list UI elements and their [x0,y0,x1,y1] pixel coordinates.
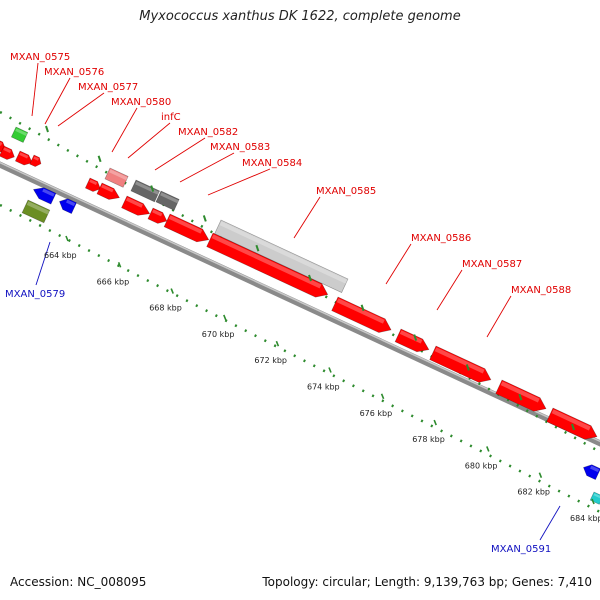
gene-arrow [84,177,101,192]
svg-text:682 kbp: 682 kbp [517,488,550,497]
gene-box-pink [104,167,129,188]
gene-arrow [147,207,168,224]
forward-gene-label: MXAN_0583 [179,142,270,183]
svg-text:684 kbp: 684 kbp [570,514,600,523]
scale-tick: 676 kbp [360,393,393,418]
forward-gene-label: MXAN_0580 [111,97,171,153]
accession: Accession: NC_008095 [10,575,147,589]
svg-text:672 kbp: 672 kbp [254,356,287,365]
forward-gene-label: MXAN_0588 [486,285,571,338]
scale-tick: 666 kbp [97,262,130,286]
gene-arrow [29,154,42,167]
svg-text:670 kbp: 670 kbp [202,330,235,339]
scale-tick: 670 kbp [202,314,235,339]
gene-arrow [96,182,120,200]
forward-gene-label: MXAN_0584 [207,158,302,196]
svg-text:666 kbp: 666 kbp [97,277,130,286]
svg-text:664 kbp: 664 kbp [44,251,77,260]
gene-arrow [429,345,492,383]
scale-tick: 668 kbp [149,288,182,313]
svg-text:MXAN_0582: MXAN_0582 [178,127,238,138]
inner-tick-ring [0,203,600,514]
map-title: Myxococcus xanthus DK 1622, complete gen… [139,9,461,24]
gene-arrow [14,150,33,166]
scale-ticks: 664 kbp 666 kbp 668 kbp 670 kbp 672 kbp 674 k… [44,125,600,523]
svg-text:668 kbp: 668 kbp [149,304,182,313]
svg-text:MXAN_0585: MXAN_0585 [316,186,376,197]
gene-arrow [331,296,392,333]
gene-box-cyan [589,491,600,505]
gene-box-dark [130,179,160,203]
svg-text:infC: infC [161,112,181,123]
gene-arrow-reverse [32,187,57,205]
genome-backbone [0,161,600,447]
svg-text:MXAN_0580: MXAN_0580 [111,97,171,108]
forward-gene-label: MXAN_0582 [154,127,238,171]
svg-text:674 kbp: 674 kbp [307,383,340,392]
svg-text:678 kbp: 678 kbp [412,435,445,444]
gene-arrow-reverse [583,464,600,481]
forward-gene-label: MXAN_0576 [44,67,104,125]
genome-summary: Topology: circular; Length: 9,139,763 bp… [262,575,592,589]
forward-gene-label: infC [127,112,181,159]
scale-tick: 684 kbp [570,498,600,523]
pseudo-gene-bar [214,219,349,293]
gene-arrow [206,232,329,298]
gene-arrow [0,145,15,160]
svg-text:MXAN_0576: MXAN_0576 [44,67,104,78]
scale-tick: 680 kbp [465,446,498,470]
reverse-gene-label: MXAN_0579 [5,241,65,300]
svg-text:MXAN_0579: MXAN_0579 [5,289,65,300]
scale-tick: 674 kbp [307,367,340,392]
forward-gene-label: MXAN_0575 [10,52,70,117]
svg-text:MXAN_0577: MXAN_0577 [78,82,138,93]
gene-arrow [546,407,598,440]
forward-gene-label: MXAN_0587 [436,259,522,311]
gene-box-dark [155,190,180,211]
gene-features [0,126,600,505]
svg-text:MXAN_0587: MXAN_0587 [462,259,522,270]
scale-tick: 664 kbp [44,235,77,260]
svg-text:680 kbp: 680 kbp [465,461,498,470]
scale-tick: 682 kbp [517,472,550,497]
gene-box-green [10,126,29,143]
svg-text:MXAN_0588: MXAN_0588 [511,285,571,296]
gene-arrow [163,213,210,243]
gene-arrow-reverse [59,198,77,215]
svg-text:MXAN_0584: MXAN_0584 [242,158,302,169]
svg-text:676 kbp: 676 kbp [360,409,393,418]
reverse-gene-label: MXAN_0591 [491,505,561,555]
scale-tick: 672 kbp [254,340,287,365]
svg-text:MXAN_0586: MXAN_0586 [411,233,471,244]
svg-text:MXAN_0575: MXAN_0575 [10,52,70,63]
gene-arrow [121,195,151,216]
gene-labels: MXAN_0575 MXAN_0576 MXAN_0577 MXAN_0580 infC… [5,52,571,555]
svg-text:MXAN_0583: MXAN_0583 [210,142,270,153]
svg-text:MXAN_0591: MXAN_0591 [491,544,551,555]
forward-gene-label: MXAN_0577 [57,82,138,127]
outer-major-ticks [45,125,575,431]
forward-gene-label: MXAN_0586 [385,233,471,285]
forward-gene-label: MXAN_0585 [293,186,376,239]
scale-tick: 678 kbp [412,419,445,444]
gene-box-olive [21,199,51,224]
